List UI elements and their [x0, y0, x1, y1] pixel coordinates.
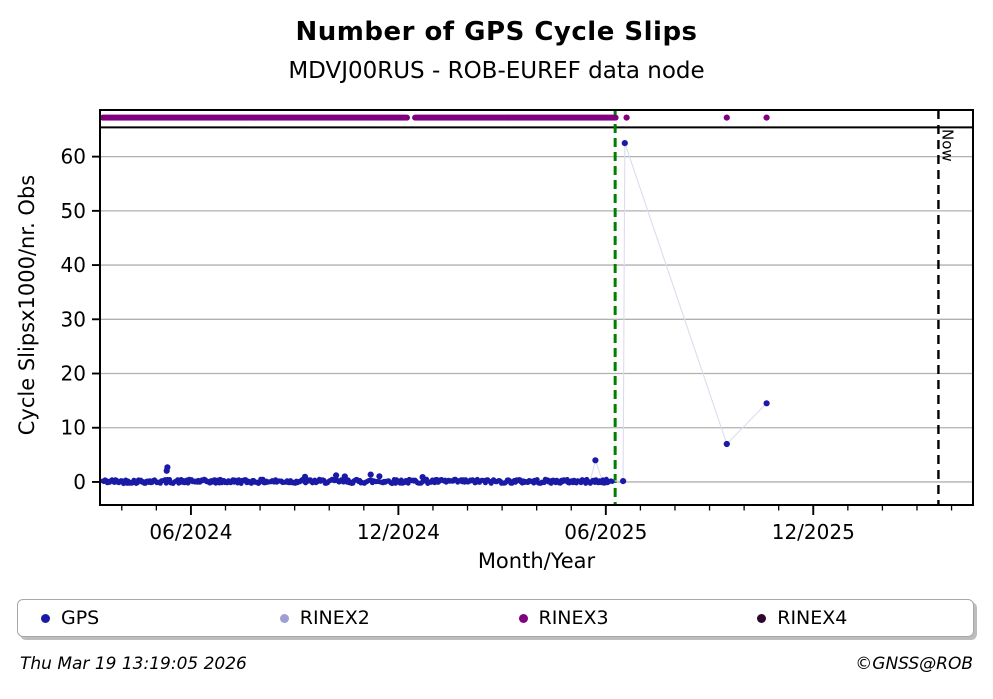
- y-tick-label: 30: [61, 307, 86, 331]
- y-tick-label: 40: [61, 253, 86, 277]
- now-label: Now: [938, 129, 956, 162]
- legend-marker-rinex2: [279, 613, 289, 623]
- y-axis-ticks: 0 10 20 30 40 50 60: [61, 145, 100, 494]
- legend-marker-rinex3: [518, 613, 528, 623]
- x-axis-ticks: 06/2024 12/2024 06/2025 12/2025: [121, 505, 953, 544]
- legend-item-gps: GPS: [18, 607, 257, 629]
- legend-item-rinex4: RINEX4: [734, 607, 973, 629]
- x-tick-label: 06/2024: [149, 520, 232, 544]
- legend-label-rinex2: RINEX2: [299, 607, 370, 629]
- x-tick-label: 06/2025: [564, 520, 647, 544]
- legend: GPS RINEX2 RINEX3 RINEX4: [17, 599, 974, 637]
- gps-connector-line: [589, 142, 767, 482]
- legend-item-rinex2: RINEX2: [257, 607, 496, 629]
- plot-canvas: Now 06/2024 12/2024 06/2025 12/2025 0 10 20 30 40…: [61, 109, 974, 544]
- y-tick-label: 60: [61, 145, 86, 169]
- legend-label-rinex3: RINEX3: [538, 607, 609, 629]
- legend-item-rinex3: RINEX3: [496, 607, 735, 629]
- plot-timestamp: Thu Mar 19 13:19:05 2026: [20, 654, 247, 674]
- y-tick-label: 0: [73, 470, 86, 494]
- y-tick-label: 50: [61, 199, 86, 223]
- y-tick-label: 10: [61, 416, 86, 440]
- legend-label-rinex4: RINEX4: [777, 607, 848, 629]
- x-tick-label: 12/2025: [772, 520, 855, 544]
- series-rinex3: [100, 114, 770, 121]
- plot-frame: [99, 109, 974, 506]
- legend-label-gps: GPS: [61, 607, 100, 629]
- chart-title: Number of GPS Cycle Slips: [295, 17, 698, 47]
- x-tick-label: 12/2024: [357, 520, 440, 544]
- legend-marker-rinex4: [757, 613, 767, 623]
- y-tick-label: 20: [61, 362, 86, 386]
- credit-label: ©GNSS@ROB: [855, 654, 973, 674]
- legend-marker-gps: [41, 613, 50, 623]
- chart-subtitle: MDVJ00RUS - ROB-EUREF data node: [288, 58, 705, 84]
- series-gps: [100, 140, 770, 487]
- grid-lines: [100, 155, 973, 483]
- x-axis-title: Month/Year: [477, 549, 596, 573]
